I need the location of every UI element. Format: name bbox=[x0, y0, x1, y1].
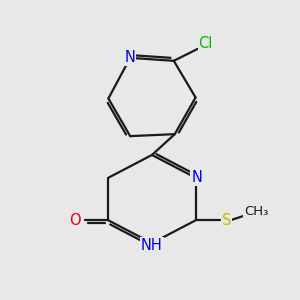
Text: N: N bbox=[191, 170, 202, 185]
Text: CH₃: CH₃ bbox=[244, 205, 268, 218]
Text: S: S bbox=[222, 213, 231, 228]
Text: Cl: Cl bbox=[198, 37, 213, 52]
Text: NH: NH bbox=[141, 238, 163, 253]
Text: O: O bbox=[69, 213, 80, 228]
Text: N: N bbox=[125, 50, 136, 65]
